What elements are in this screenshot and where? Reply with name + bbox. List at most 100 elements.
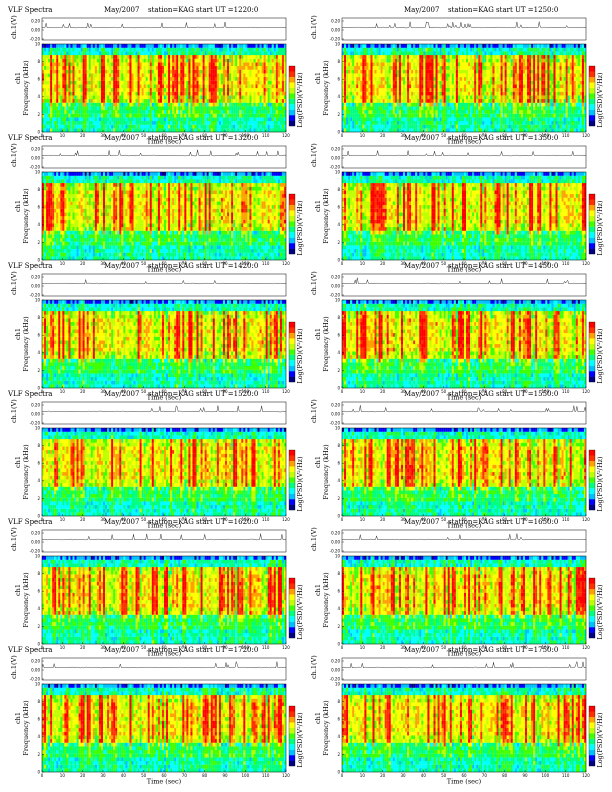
panel-title: VLF Spectra <box>8 518 52 526</box>
waveform-ytick-label: 0.20 <box>31 530 40 535</box>
x-tick-label: 10 <box>60 773 66 778</box>
y-tick-label: 6 <box>37 717 40 722</box>
colorbar-segment <box>589 471 595 478</box>
colorbar-segment <box>589 327 595 333</box>
colorbar-segment <box>589 460 595 467</box>
x-tick-label: 100 <box>242 517 250 522</box>
colorbar-segment <box>589 716 595 723</box>
x-tick-label: 20 <box>80 261 86 266</box>
colorbar-segment <box>289 93 295 99</box>
colorbar-segment <box>289 594 295 600</box>
y-tick-label: 8 <box>37 699 40 704</box>
colorbar-segment <box>589 455 595 461</box>
x-tick-label: 50 <box>141 389 147 394</box>
y-tick-label: 6 <box>37 333 40 338</box>
spectrogram-panel: VLF Spectra May/2007 station=KAG start UT … <box>8 262 308 402</box>
colorbar-segment <box>589 499 595 505</box>
colorbar-segment <box>289 599 295 606</box>
y-axis-label: Frequency (kHz) <box>322 700 330 756</box>
waveform-ylabel: ch.1(V) <box>310 143 318 167</box>
waveform-frame <box>341 273 587 297</box>
y-tick-label: 4 <box>337 478 340 483</box>
x-tick-label: 70 <box>182 261 188 266</box>
x-tick-label: 110 <box>562 517 570 522</box>
y-tick-label: 4 <box>337 606 340 611</box>
x-tick-label: 10 <box>360 517 366 522</box>
y-tick-label: 8 <box>337 59 340 64</box>
spectrogram-panel: May/2007 station=KAG start UT =1250:0 0.20… <box>308 6 608 146</box>
x-tick-label: 120 <box>282 773 290 778</box>
x-tick-label: 90 <box>222 389 228 394</box>
x-tick-label: 100 <box>242 645 250 650</box>
panel-title: VLF Spectra <box>8 134 52 142</box>
colorbar-frame <box>588 449 596 511</box>
y-tick-label: 4 <box>37 350 40 355</box>
y-tick-label: 0 <box>337 257 340 262</box>
x-tick-label: 30 <box>400 773 406 778</box>
x-tick-label: 40 <box>121 133 127 138</box>
colorbar-segment <box>589 332 595 339</box>
panel-station-start: station=KAG start UT =1450:0 <box>448 262 558 270</box>
panel-date: May/2007 <box>104 390 139 398</box>
x-axis-label: Time (sec) <box>447 394 482 402</box>
colorbar-segment <box>589 76 595 83</box>
x-tick-label: 90 <box>222 133 228 138</box>
y-tick-label: 6 <box>37 77 40 82</box>
colorbar-segment <box>289 749 295 756</box>
waveform-ytick-label: 0.20 <box>31 658 40 663</box>
x-tick-label: 40 <box>121 645 127 650</box>
colorbar <box>289 322 295 383</box>
x-tick-label: 110 <box>562 645 570 650</box>
x-tick-label: 100 <box>542 133 550 138</box>
x-tick-label: 30 <box>100 773 106 778</box>
waveform-line <box>41 279 287 285</box>
x-tick-label: 50 <box>141 261 147 266</box>
x-tick-label: 60 <box>161 773 167 778</box>
x-axis-label: Time (sec) <box>447 650 482 658</box>
heatmap-cells <box>342 300 587 389</box>
heatmap-cells <box>342 44 587 133</box>
x-tick-label: 90 <box>522 389 528 394</box>
colorbar-segment <box>589 599 595 606</box>
colorbar-label: Log(PSD)(V²/Hz) <box>296 200 304 256</box>
waveform-ylabel: ch.1(V) <box>310 15 318 39</box>
x-tick-label: 40 <box>421 133 427 138</box>
x-tick-label: 50 <box>141 133 147 138</box>
waveform-frame <box>41 17 287 41</box>
y-tick-label: 2 <box>37 240 40 245</box>
x-tick-label: 40 <box>421 261 427 266</box>
colorbar-segment <box>589 237 595 244</box>
x-tick-label: 90 <box>522 773 528 778</box>
channel-label: ch1 <box>14 200 22 212</box>
x-tick-label: 80 <box>202 389 208 394</box>
panel-station-start: station=KAG start UT =1620:0 <box>148 518 258 526</box>
y-tick-label: 8 <box>37 443 40 448</box>
panel-date: May/2007 <box>104 6 139 14</box>
colorbar-segment <box>589 466 595 472</box>
colorbar-segment <box>589 226 595 233</box>
y-tick-label: 0 <box>337 129 340 134</box>
x-tick-label: 20 <box>380 389 386 394</box>
colorbar-segment <box>289 578 295 584</box>
x-tick-label: 120 <box>582 389 590 394</box>
x-tick-label: 40 <box>121 389 127 394</box>
heatmap-cells <box>342 428 587 517</box>
x-tick-label: 80 <box>202 517 208 522</box>
x-tick-label: 50 <box>441 389 447 394</box>
colorbar-segment <box>289 210 295 216</box>
colorbar-label: Log(PSD)(V²/Hz) <box>296 584 304 640</box>
x-tick-label: 0 <box>41 517 44 522</box>
colorbar-segment <box>289 450 295 456</box>
waveform-ytick-label: 0.00 <box>31 27 40 32</box>
y-tick-label: 6 <box>37 205 40 210</box>
x-tick-label: 70 <box>182 773 188 778</box>
waveform-ytick-label: -0.20 <box>330 548 341 553</box>
y-tick-label: 10 <box>35 41 41 46</box>
x-tick-label: 0 <box>41 389 44 394</box>
colorbar-segment <box>289 371 295 377</box>
panel-date: May/2007 <box>404 646 439 654</box>
waveform-frame <box>341 401 587 425</box>
x-tick-label: 100 <box>542 773 550 778</box>
x-tick-label: 20 <box>380 645 386 650</box>
